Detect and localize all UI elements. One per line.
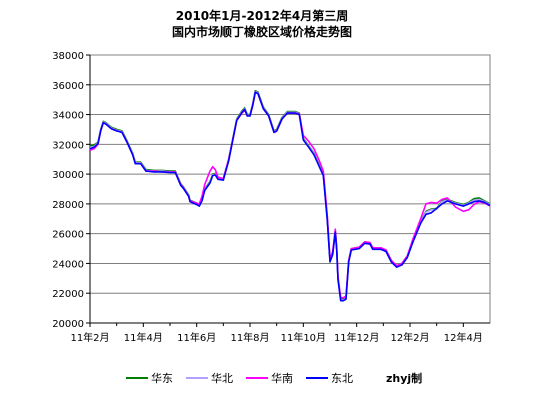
legend-label-2: 华北	[211, 371, 233, 385]
y-tick-label: 36000	[52, 81, 84, 92]
x-tick-label: 11年12月	[334, 331, 379, 344]
chart-credit: zhyj制	[386, 371, 422, 385]
x-tick-label: 12年4月	[444, 331, 483, 344]
x-tick-label: 11年6月	[177, 331, 216, 344]
y-tick-label: 24000	[52, 259, 84, 270]
y-tick-label: 30000	[52, 170, 84, 181]
chart-title-line1: 2010年1月-2012年4月第三周	[176, 8, 348, 23]
y-tick-label: 32000	[52, 140, 84, 151]
y-tick-label: 26000	[52, 230, 84, 241]
chart-title-line2: 国内市场顺丁橡胶区域价格走势图	[172, 24, 352, 39]
legend-label-1: 华东	[151, 371, 173, 385]
x-tick-label: 11年2月	[70, 331, 109, 344]
x-tick-label: 12年2月	[390, 331, 429, 344]
y-tick-label: 34000	[52, 111, 84, 122]
legend-label-3: 华南	[271, 371, 293, 385]
x-tick-label: 11年10月	[281, 331, 326, 344]
y-tick-label: 28000	[52, 200, 84, 211]
series-line-4	[89, 91, 491, 302]
plot-area	[89, 54, 491, 324]
legend-label-4: 东北	[331, 372, 353, 385]
x-tick-label: 11年8月	[230, 331, 269, 344]
x-tick-label: 11年4月	[124, 331, 163, 344]
y-tick-label: 38000	[52, 51, 84, 62]
y-tick-label: 20000	[52, 319, 84, 330]
y-tick-label: 22000	[52, 289, 84, 300]
